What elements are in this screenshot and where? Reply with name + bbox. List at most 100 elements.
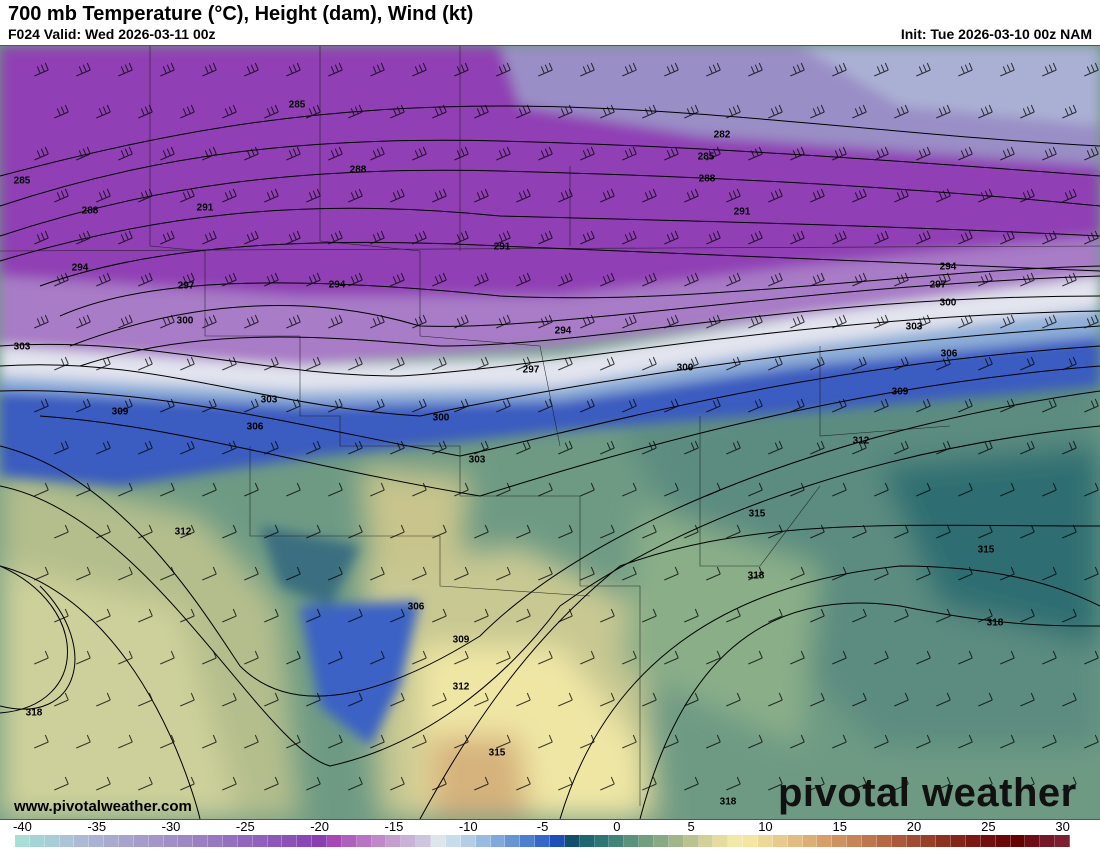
wind-barb [244, 566, 259, 581]
wind-barb [474, 524, 489, 539]
wind-barb [1042, 734, 1057, 749]
wind-barb [790, 734, 805, 749]
wind-barb [790, 398, 805, 413]
wind-barb [390, 356, 405, 371]
contour-label: 318 [747, 570, 765, 582]
wind-barb [34, 146, 49, 161]
wind-barb [600, 608, 615, 623]
colorbar-cell [966, 835, 981, 847]
wind-barb [706, 146, 721, 161]
wind-barb [1020, 356, 1035, 371]
wind-barb [244, 734, 259, 749]
wind-barb [706, 398, 721, 413]
wind-barb [202, 482, 217, 497]
wind-barb [978, 608, 993, 623]
wind-barb [222, 692, 237, 707]
wind-barb [978, 524, 993, 539]
wind-barb [496, 482, 511, 497]
wind-barb [916, 482, 931, 497]
wind-barb [936, 356, 951, 371]
wind-barb [454, 146, 469, 161]
wind-barb [138, 356, 153, 371]
wind-barb [768, 440, 783, 455]
wind-barb [684, 776, 699, 791]
wind-barb [768, 608, 783, 623]
colorbar-tick-label: 5 [687, 819, 695, 834]
temperature-field [0, 46, 1100, 819]
wind-barb [96, 272, 111, 287]
wind-barb [768, 776, 783, 791]
wind-barb [978, 188, 993, 203]
wind-barb [558, 776, 573, 791]
wind-barb [180, 692, 195, 707]
wind-barb [306, 440, 321, 455]
contour-label: 294 [71, 262, 89, 274]
colorbar-cell [564, 835, 580, 847]
wind-barb [118, 146, 133, 161]
wind-barb [328, 650, 343, 665]
wind-barb [264, 188, 279, 203]
colorbar-cell [1010, 835, 1026, 847]
wind-barb [180, 776, 195, 791]
contour-label: 318 [986, 617, 1004, 629]
colorbar-cell [683, 835, 699, 847]
contour-label: 312 [174, 526, 192, 538]
wind-barb [538, 398, 553, 413]
wind-barb [832, 398, 847, 413]
wind-barb [600, 188, 615, 203]
wind-barb [370, 398, 385, 413]
wind-barb [118, 62, 133, 77]
wind-barb [978, 776, 993, 791]
wind-barb [1084, 482, 1099, 497]
contour-label: 315 [748, 508, 766, 520]
wind-barb [96, 356, 111, 371]
wind-barb [642, 608, 657, 623]
wind-barb [748, 734, 763, 749]
wind-barb [1000, 398, 1015, 413]
wind-barb [180, 608, 195, 623]
wind-barb [390, 272, 405, 287]
wind-barb [244, 314, 259, 329]
wind-barb [1084, 398, 1099, 413]
wind-barb [1042, 146, 1057, 161]
colorbar-cell [713, 835, 729, 847]
wind-barb [1084, 650, 1099, 665]
wind-barb [76, 314, 91, 329]
wind-barb [748, 650, 763, 665]
contour-label: 318 [719, 796, 737, 808]
colorbar-cell [668, 835, 684, 847]
colorbar-cell [119, 835, 134, 847]
wind-barb [370, 230, 385, 245]
wind-barb [664, 146, 679, 161]
contour-label: 300 [676, 362, 694, 374]
wind-barb [516, 608, 531, 623]
colorbar-cell [579, 835, 595, 847]
wind-barb [34, 62, 49, 77]
wind-barb [1062, 608, 1077, 623]
wind-barb [370, 314, 385, 329]
wind-barb [160, 566, 175, 581]
wind-barb [160, 62, 175, 77]
colorbar-cell [906, 835, 922, 847]
wind-barb [580, 566, 595, 581]
colorbar-cell [29, 835, 45, 847]
colorbar-tick-label: -40 [13, 819, 32, 834]
colorbar-cell [876, 835, 892, 847]
wind-barb [390, 692, 405, 707]
wind-barb [244, 482, 259, 497]
wind-barb [76, 146, 91, 161]
wind-barb [538, 62, 553, 77]
wind-barb [138, 776, 153, 791]
wind-barb [726, 608, 741, 623]
wind-barb [580, 146, 595, 161]
wind-barb [496, 230, 511, 245]
wind-barb [852, 188, 867, 203]
wind-barb [810, 440, 825, 455]
wind-barb [600, 272, 615, 287]
wind-barb [874, 314, 889, 329]
contour-label: 285 [13, 175, 31, 187]
colorbar-tick-label: -30 [161, 819, 181, 834]
wind-barb [726, 524, 741, 539]
weather-map[interactable]: 285 285 288 288 288 291 291 291 282 285 294 294 294 2… [0, 45, 1100, 820]
wind-barb [34, 482, 49, 497]
